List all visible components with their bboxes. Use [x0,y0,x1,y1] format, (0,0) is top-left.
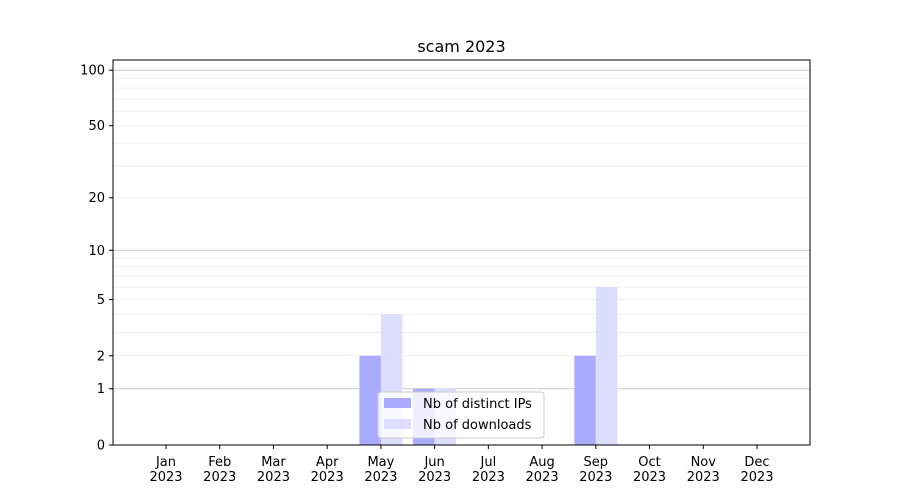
x-tick-label: Aug 2023 [526,455,559,485]
x-tick-label: Jun 2023 [418,455,451,485]
plot-frame [112,59,811,446]
bar-distinct-ips [359,355,381,445]
chart-title: scam 2023 [417,37,505,56]
x-tick-label: Feb 2023 [203,455,236,485]
y-tick-label: 0 [97,439,105,454]
legend-swatch [384,398,411,408]
x-tick-label: Nov 2023 [687,455,720,485]
legend-swatch [384,419,411,429]
legend-label: Nb of downloads [423,418,532,433]
legend [377,391,545,439]
y-tick-label: 20 [88,191,105,206]
x-tick-label: Mar 2023 [257,455,290,485]
x-tick-label: May 2023 [364,455,397,485]
y-tick-label: 100 [80,64,105,79]
legend-label: Nb of distinct IPs [423,397,532,412]
bar-distinct-ips [574,355,596,445]
x-tick-label: Apr 2023 [311,455,344,485]
x-tick-label: Oct 2023 [633,455,666,485]
x-tick-label: Jan 2023 [149,455,182,485]
y-tick-label: 50 [88,119,105,134]
x-tick-label: Jul 2023 [472,455,505,485]
y-tick-label: 2 [97,349,105,364]
x-tick-label: Sep 2023 [579,455,612,485]
bar-downloads [595,286,618,445]
x-tick-label: Dec 2023 [740,455,773,485]
y-tick-label: 10 [88,244,105,259]
y-tick-label: 5 [97,293,105,308]
y-tick-label: 1 [97,382,105,397]
